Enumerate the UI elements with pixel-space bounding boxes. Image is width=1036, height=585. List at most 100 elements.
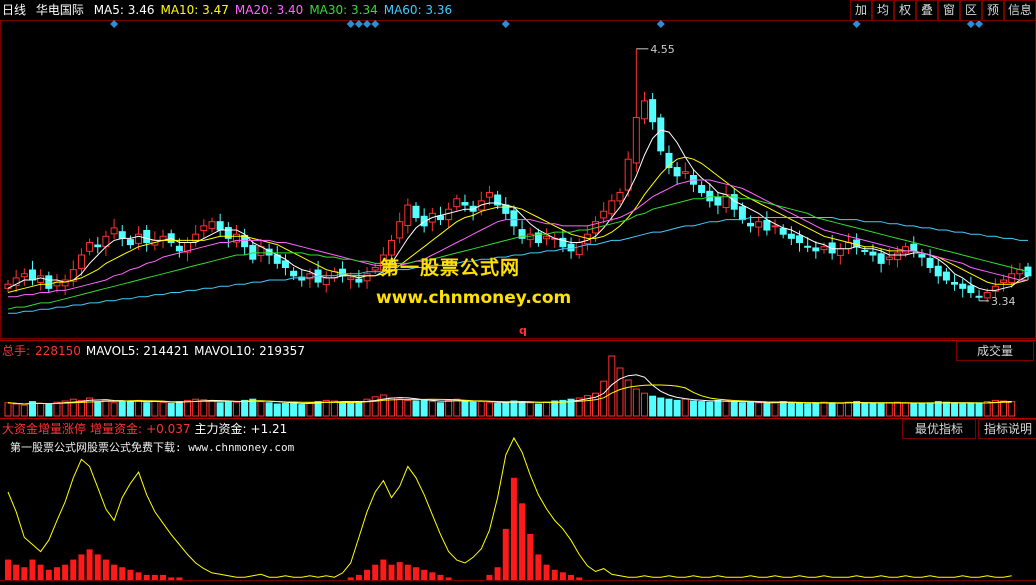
volume-bar bbox=[37, 402, 45, 417]
indicator-bar bbox=[510, 477, 517, 580]
volume-bar bbox=[404, 399, 412, 417]
toolbar-button-4[interactable]: 窗 bbox=[938, 0, 960, 21]
volume-bar bbox=[869, 402, 877, 417]
indicator-bar bbox=[396, 562, 403, 580]
ma5-line bbox=[7, 129, 1029, 291]
toolbar-button-5[interactable]: 区 bbox=[960, 0, 982, 21]
volume-bar bbox=[836, 402, 844, 417]
volume-bar bbox=[290, 401, 298, 417]
candle-body bbox=[347, 277, 355, 281]
candle-body bbox=[306, 273, 314, 280]
indicator-bar bbox=[151, 574, 158, 580]
candle-body bbox=[379, 254, 387, 271]
volume-bar bbox=[249, 398, 257, 417]
candle-body bbox=[224, 227, 232, 239]
info-diamond-icon bbox=[966, 20, 975, 28]
info-diamond-icon bbox=[363, 20, 372, 28]
toolbar-button-7[interactable]: 信息 bbox=[1004, 0, 1036, 21]
volume-bar bbox=[1000, 400, 1008, 417]
best-indicator-button[interactable]: 最优指标 bbox=[902, 419, 976, 439]
volume-bar bbox=[510, 400, 518, 417]
candle-body bbox=[763, 219, 771, 231]
toolbar-button-3[interactable]: 叠 bbox=[916, 0, 938, 21]
volume-bar bbox=[543, 401, 551, 417]
indicator-bar bbox=[347, 577, 354, 580]
ma-legend: MA5: 3.46 MA10: 3.47 MA20: 3.40 MA30: 3.34 M… bbox=[94, 3, 458, 17]
candle-body bbox=[575, 242, 583, 256]
candle-body bbox=[902, 246, 910, 254]
volume-bar bbox=[151, 400, 159, 417]
volume-bar bbox=[45, 404, 53, 417]
candle-body bbox=[828, 242, 836, 254]
volume-bar bbox=[241, 399, 249, 417]
volume-bar bbox=[796, 402, 804, 417]
candle-body bbox=[208, 221, 216, 229]
toolbar-button-1[interactable]: 均 bbox=[872, 0, 894, 21]
toolbar-button-2[interactable]: 权 bbox=[894, 0, 916, 21]
volume-bar bbox=[224, 401, 232, 417]
candle-body bbox=[820, 246, 828, 251]
toolbar-button-6[interactable]: 预 bbox=[982, 0, 1004, 21]
info-diamond-icon bbox=[501, 20, 510, 28]
volume-bar bbox=[445, 399, 453, 417]
candle-body bbox=[45, 275, 53, 289]
indicator-bar bbox=[176, 577, 183, 580]
indicator-bar bbox=[78, 554, 85, 580]
candle-body bbox=[61, 279, 69, 287]
indicator-bar bbox=[404, 564, 411, 580]
indicator-bar bbox=[364, 569, 371, 580]
candle-body bbox=[681, 171, 689, 174]
candle-body bbox=[608, 200, 616, 215]
volume-bar bbox=[828, 402, 836, 417]
volume-bar bbox=[485, 402, 493, 417]
volume-bar bbox=[167, 402, 175, 417]
candle-body bbox=[706, 190, 714, 202]
candle-body bbox=[632, 117, 640, 164]
volume-bar bbox=[322, 399, 330, 417]
ma-label-4: MA60: 3.36 bbox=[383, 3, 453, 17]
volume-bar bbox=[502, 401, 510, 417]
indicator-bar bbox=[143, 574, 150, 580]
volume-bar bbox=[902, 402, 910, 417]
stock-name: 华电国际 bbox=[35, 3, 84, 17]
indicator-label-1: 增量资金: bbox=[90, 422, 143, 436]
indicator-explain-button[interactable]: 指标说明 bbox=[978, 419, 1036, 439]
volume-bar bbox=[371, 396, 379, 417]
volume-bar bbox=[314, 401, 322, 417]
volume-bar bbox=[94, 401, 102, 417]
candle-body bbox=[991, 285, 999, 292]
indicator-label-2: +0.037 bbox=[146, 422, 191, 436]
candle-body bbox=[241, 234, 249, 248]
volume-bar bbox=[649, 395, 657, 417]
candle-body bbox=[747, 222, 755, 227]
indicator-label-4: +1.21 bbox=[250, 422, 288, 436]
toolbar-button-0[interactable]: 加 bbox=[850, 0, 872, 21]
candle-body bbox=[853, 239, 861, 248]
candle-body bbox=[281, 260, 289, 269]
candle-body bbox=[135, 233, 143, 244]
volume-header: 总手: 228150 MAVOL5: 214421 MAVOL10: 219357 bbox=[2, 343, 310, 359]
candle-body bbox=[355, 278, 363, 283]
volume-bar bbox=[763, 402, 771, 417]
indicator-bar bbox=[543, 564, 550, 580]
volume-bar bbox=[534, 403, 542, 417]
candle-body bbox=[934, 265, 942, 277]
volume-label-2: MAVOL5: 214421 bbox=[85, 344, 190, 358]
candle-body bbox=[673, 167, 681, 177]
candle-body bbox=[110, 227, 118, 235]
info-diamond-icon bbox=[346, 20, 355, 28]
volume-bar bbox=[967, 402, 975, 417]
volume-bar bbox=[330, 400, 338, 417]
indicator-bar bbox=[70, 559, 77, 580]
volume-bar bbox=[461, 400, 469, 417]
volume-bar bbox=[640, 392, 648, 417]
volume-bar bbox=[673, 399, 681, 417]
volume-bar bbox=[951, 402, 959, 417]
volume-label-0: 总手: bbox=[2, 344, 31, 358]
volume-button[interactable]: 成交量 bbox=[956, 341, 1034, 361]
indicator-bar bbox=[135, 572, 142, 580]
volume-bar bbox=[518, 401, 526, 417]
candle-body bbox=[893, 252, 901, 261]
volume-bar bbox=[469, 401, 477, 417]
